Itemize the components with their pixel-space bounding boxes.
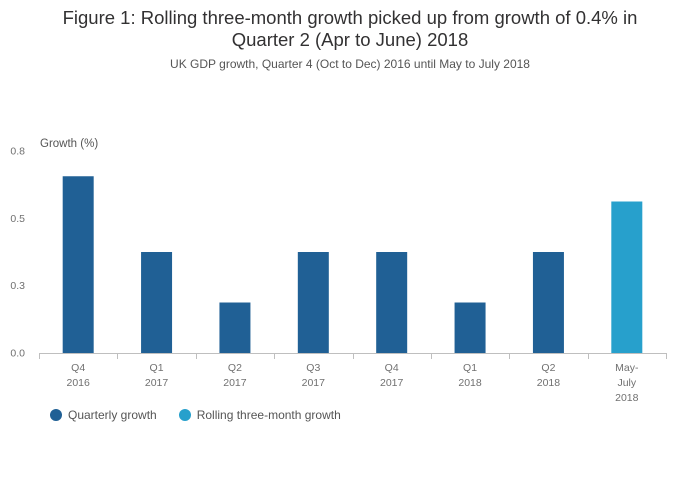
x-tick-label: 2017 [145,377,169,389]
legend-item-quarterly[interactable]: Quarterly growth [50,408,157,422]
y-tick-label: 0.0 [10,348,25,360]
bar-quarterly-6[interactable] [532,252,564,353]
legend: Quarterly growth Rolling three-month gro… [50,408,363,422]
x-tick-label: 2018 [537,377,561,389]
x-tick-label: Q3 [306,362,320,374]
x-tick-label: 2017 [302,377,326,389]
bar-quarterly-1[interactable] [141,252,173,353]
y-tick-label: 0.3 [10,280,25,292]
legend-swatch-quarterly [50,409,62,421]
x-tick-label: Q2 [541,362,555,374]
x-tick-label: Q2 [228,362,242,374]
x-tick-label: 2017 [223,377,247,389]
x-tick-label: Q4 [71,362,85,374]
bar-quarterly-5[interactable] [454,302,486,354]
bar-quarterly-0[interactable] [62,176,94,353]
x-tick-label: 2016 [67,377,91,389]
bar-rolling-7[interactable] [611,201,643,354]
x-tick-label: May- [615,362,639,374]
y-tick-label: 0.8 [10,146,25,158]
x-tick-label: Q1 [463,362,477,374]
x-tick-label: July [617,377,636,389]
bar-quarterly-4[interactable] [376,252,408,353]
bar-quarterly-2[interactable] [219,302,251,354]
chart-subtitle: UK GDP growth, Quarter 4 (Oct to Dec) 20… [170,57,530,71]
x-tick-label: Q1 [150,362,164,374]
legend-label-quarterly: Quarterly growth [68,408,157,422]
legend-swatch-rolling [178,409,191,421]
x-tick-label: 2018 [615,392,639,404]
legend-label-rolling: Rolling three-month growth [196,408,341,422]
bar-quarterly-3[interactable] [297,252,329,353]
y-tick-label: 0.5 [10,213,25,225]
y-axis-label: Growth (%) [40,138,98,150]
chart-title: Figure 1: Rolling three-month growth pic… [62,7,638,50]
x-tick-label: Q4 [385,362,399,374]
legend-item-rolling[interactable]: Rolling three-month growth [178,408,341,422]
x-tick-label: 2017 [380,377,404,389]
x-tick-label: 2018 [458,377,482,389]
